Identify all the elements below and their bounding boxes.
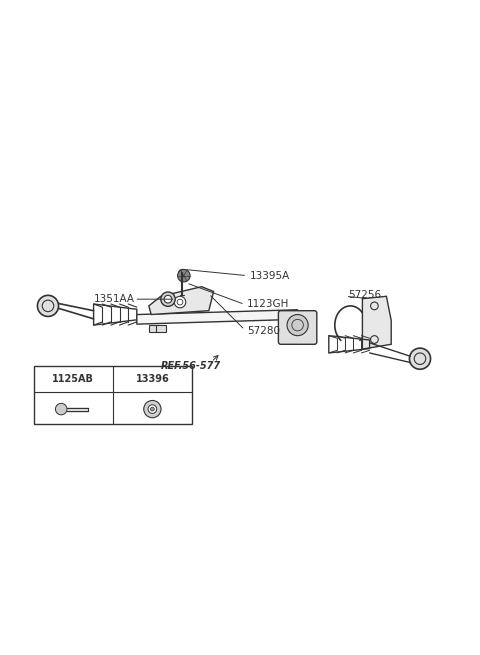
Circle shape (144, 400, 161, 418)
Circle shape (37, 295, 59, 316)
Text: 1123GH: 1123GH (247, 299, 289, 309)
Bar (34, 366, 192, 424)
Circle shape (164, 295, 172, 303)
Text: 13396: 13396 (135, 374, 169, 384)
Polygon shape (137, 310, 298, 324)
Text: 57280: 57280 (247, 326, 280, 336)
Circle shape (56, 403, 67, 415)
Circle shape (148, 405, 156, 413)
Circle shape (151, 407, 155, 411)
Circle shape (287, 314, 308, 335)
Text: 57256: 57256 (348, 290, 381, 300)
Circle shape (174, 296, 186, 308)
Circle shape (178, 269, 190, 282)
Polygon shape (149, 325, 158, 332)
Text: 13395A: 13395A (250, 271, 290, 280)
Text: 1125AB: 1125AB (52, 374, 94, 384)
Circle shape (409, 348, 431, 369)
Text: 1351AA: 1351AA (94, 294, 134, 304)
Circle shape (161, 292, 175, 307)
FancyBboxPatch shape (278, 310, 317, 345)
Polygon shape (149, 287, 214, 314)
Text: REF.56-577: REF.56-577 (161, 361, 221, 371)
Polygon shape (362, 296, 391, 349)
Polygon shape (156, 325, 166, 332)
Circle shape (179, 269, 186, 277)
